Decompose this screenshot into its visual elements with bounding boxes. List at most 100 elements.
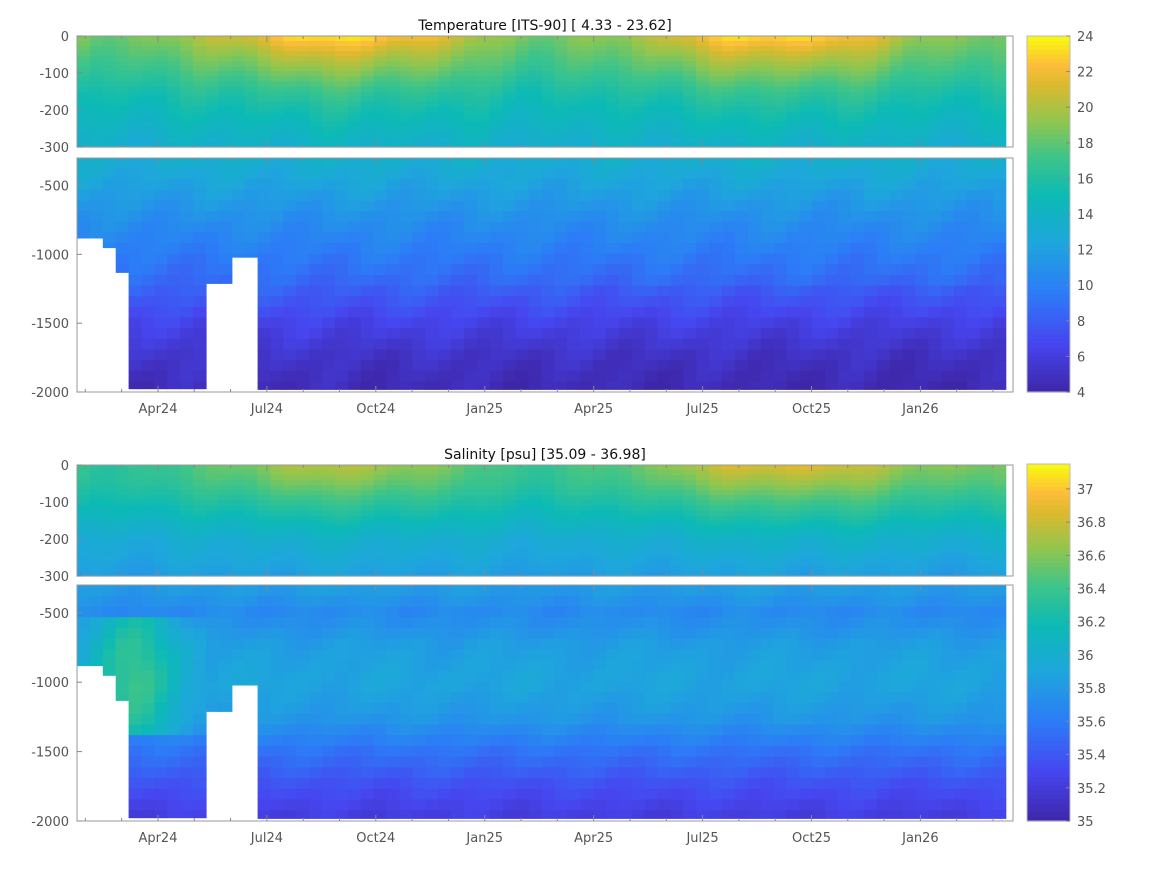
field-cell — [257, 565, 272, 572]
field-cell — [541, 465, 555, 471]
field-cell — [644, 485, 659, 491]
field-cell — [773, 338, 788, 350]
field-cell — [580, 480, 594, 486]
field-cell — [322, 253, 336, 265]
field-cell — [309, 168, 323, 180]
field-cell — [915, 168, 929, 180]
field-cell — [580, 328, 594, 340]
field-cell — [889, 470, 904, 476]
field-cell — [657, 338, 671, 350]
field-cell — [322, 571, 336, 577]
field-cell — [180, 338, 194, 350]
field-cell — [451, 158, 465, 170]
field-cell — [218, 121, 233, 128]
field-cell — [915, 470, 929, 476]
field-cell — [270, 505, 284, 511]
field-cell — [760, 111, 775, 118]
field-cell — [141, 275, 155, 287]
field-cell — [812, 285, 826, 297]
field-cell — [605, 136, 620, 143]
field-cell — [193, 136, 207, 143]
field-cell — [89, 485, 104, 491]
field-cell — [244, 106, 259, 113]
field-cell — [838, 500, 852, 506]
field-cell — [799, 535, 813, 542]
field-cell — [605, 495, 620, 501]
field-cell — [296, 86, 310, 93]
field-cell — [206, 36, 220, 42]
field-cell — [747, 232, 762, 244]
field-cell — [618, 116, 633, 123]
field-cell — [412, 505, 426, 511]
colorbar-segment — [1027, 258, 1070, 264]
field-cell — [128, 121, 143, 128]
field-cell — [902, 71, 916, 77]
field-cell — [812, 36, 826, 42]
field-cell — [167, 338, 181, 350]
field-cell — [502, 200, 517, 212]
field-cell — [580, 221, 594, 233]
field-cell — [967, 91, 981, 98]
field-cell — [567, 121, 581, 128]
field-cell — [734, 116, 749, 123]
field-cell — [283, 101, 297, 108]
field-cell — [335, 571, 349, 577]
field-cell — [283, 41, 297, 47]
field-cell — [605, 106, 620, 113]
field-cell — [992, 36, 1007, 42]
field-cell — [941, 111, 955, 118]
field-cell — [167, 545, 181, 552]
field-cell — [464, 51, 478, 57]
field-cell — [464, 560, 478, 567]
field-cell — [257, 505, 272, 511]
field-cell — [773, 560, 788, 567]
field-cell — [605, 232, 620, 244]
field-cell — [992, 500, 1007, 506]
field-cell — [580, 465, 594, 471]
field-cell — [425, 142, 439, 148]
field-cell — [309, 535, 323, 542]
field-cell — [915, 61, 929, 67]
field-cell — [270, 560, 284, 567]
colorbar-tick-label: 14 — [1077, 208, 1094, 223]
field-cell — [889, 51, 904, 57]
field-cell — [760, 565, 775, 572]
field-cell — [786, 179, 800, 191]
field-cell — [438, 505, 452, 511]
field-cell — [360, 51, 375, 57]
field-cell — [193, 101, 207, 108]
field-cell — [786, 200, 800, 212]
field-cell — [386, 36, 401, 42]
field-cell — [102, 179, 117, 191]
field-cell — [360, 550, 375, 557]
field-cell — [773, 550, 788, 557]
field-cell — [128, 520, 143, 527]
field-cell — [825, 338, 839, 350]
field-cell — [128, 475, 143, 481]
field-cell — [193, 179, 207, 191]
field-cell — [425, 111, 439, 118]
field-cell — [825, 510, 839, 516]
colorbar-segment — [1027, 298, 1070, 304]
field-cell — [386, 465, 401, 471]
field-cell — [154, 116, 168, 123]
field-cell — [180, 465, 194, 471]
field-cell — [412, 96, 426, 103]
colorbar-segment — [1027, 369, 1070, 375]
field-cell — [605, 61, 620, 67]
field-cell — [889, 168, 904, 180]
field-cell — [257, 328, 272, 340]
field-cell — [876, 510, 891, 516]
field-cell — [322, 381, 336, 390]
field-cell — [270, 96, 284, 103]
field-cell — [451, 221, 465, 233]
field-cell — [928, 485, 942, 491]
field-cell — [244, 495, 259, 501]
field-cell — [515, 296, 530, 308]
field-cell — [850, 540, 865, 547]
field-cell — [244, 76, 259, 82]
field-cell — [580, 475, 594, 481]
field-cell — [347, 71, 362, 77]
field-cell — [154, 571, 168, 577]
field-cell — [799, 490, 813, 496]
